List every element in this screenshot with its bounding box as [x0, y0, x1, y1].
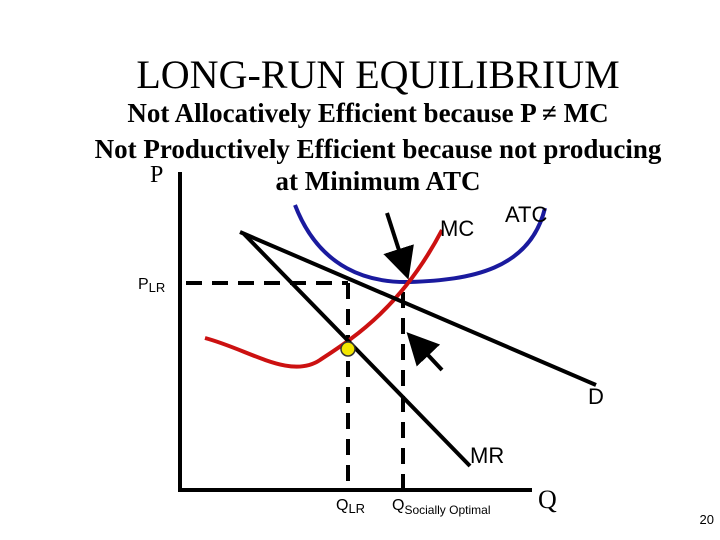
mc-curve [204, 229, 444, 369]
label-sub: LR [149, 280, 166, 295]
arrow [383, 212, 414, 280]
label-main: Q [392, 497, 404, 514]
mr-label: MR [470, 443, 504, 468]
subtitle-line: Not Allocatively Efficient because P ≠ M… [127, 98, 608, 128]
label-main: Q [336, 497, 348, 514]
x-axis-label: Q [538, 485, 557, 514]
atc-label: ATC [505, 202, 547, 227]
label-sub: Socially Optimal [404, 503, 490, 517]
slide-number: 20 [700, 512, 714, 527]
q-social-label: QSocially Optimal [392, 497, 490, 517]
subtitle-line: at Minimum ATC [275, 166, 480, 196]
mr-line [242, 232, 472, 468]
arrow [406, 332, 444, 372]
label-sub: LR [348, 501, 365, 516]
y-axis-label: P [150, 162, 163, 188]
demand-line [239, 230, 597, 387]
p-lr-label: PLR [138, 276, 165, 295]
mc-label: MC [440, 216, 474, 241]
equilibrium-point [340, 341, 356, 357]
label-main: P [138, 276, 149, 293]
title: LONG-RUN EQUILIBRIUM [136, 52, 619, 97]
d-label: D [588, 384, 604, 409]
subtitle-line: Not Productively Efficient because not p… [95, 134, 662, 164]
q-lr-label: QLR [336, 497, 365, 516]
